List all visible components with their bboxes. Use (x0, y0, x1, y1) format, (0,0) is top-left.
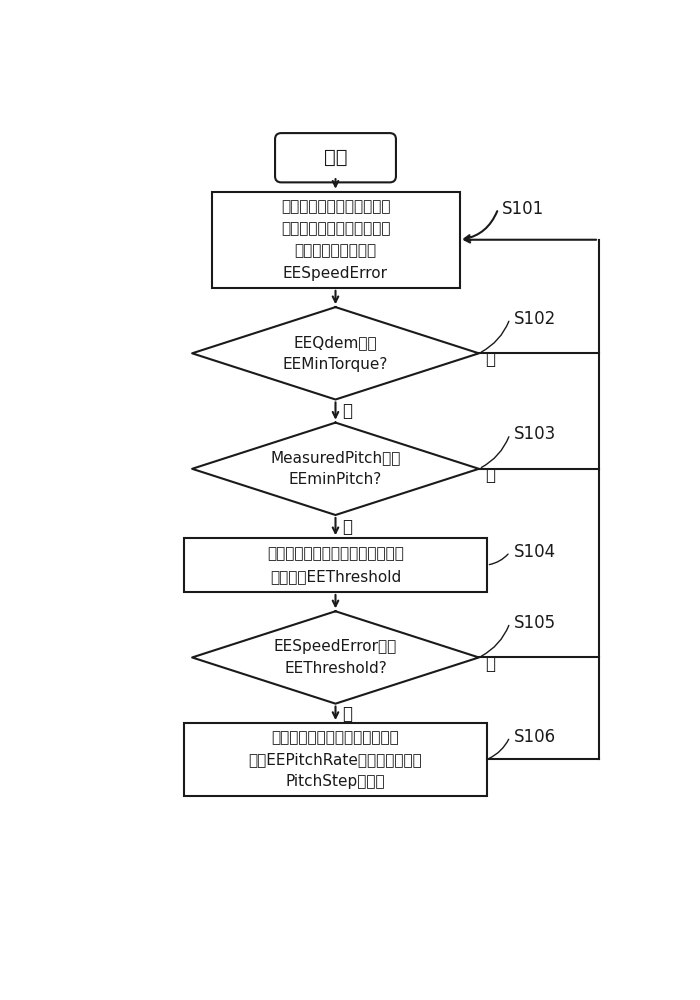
Text: S105: S105 (514, 614, 556, 632)
Text: S101: S101 (502, 200, 545, 218)
Text: MeasuredPitch大于
EEminPitch?: MeasuredPitch大于 EEminPitch? (270, 450, 400, 487)
Bar (211, 192, 459, 288)
Text: 开始: 开始 (323, 148, 347, 167)
Bar (184, 723, 486, 796)
Text: 是: 是 (342, 402, 351, 420)
Text: 是: 是 (342, 518, 351, 536)
Polygon shape (192, 611, 479, 704)
Text: 在原始桨距角给定值上额外叠加
预讽EEPitchRate与转矩控制步长
PitchStep的乘积: 在原始桨距角给定值上额外叠加 预讽EEPitchRate与转矩控制步长 Pitc… (248, 730, 422, 789)
Polygon shape (192, 423, 479, 515)
Text: 是: 是 (342, 705, 351, 723)
Text: EEQdem大于
EEMinTorque?: EEQdem大于 EEMinTorque? (283, 335, 388, 372)
Text: S102: S102 (514, 310, 556, 328)
Text: S104: S104 (514, 543, 556, 561)
FancyBboxPatch shape (275, 133, 396, 182)
Text: 否: 否 (485, 350, 495, 368)
Text: S103: S103 (514, 425, 556, 443)
Text: S106: S106 (514, 728, 556, 746)
Text: 否: 否 (485, 466, 495, 484)
Polygon shape (192, 307, 479, 400)
Bar (184, 538, 486, 592)
Text: EESpeedError大于
EEThreshold?: EESpeedError大于 EEThreshold? (274, 639, 397, 676)
Text: 监测发电机测量转速，根据
当前转速设定点，计算动态
推力削减转速参考值
EESpeedError: 监测发电机测量转速，根据 当前转速设定点，计算动态 推力削减转速参考值 EESp… (281, 199, 391, 281)
Text: 否: 否 (485, 655, 495, 673)
Text: 计算当前时刻的动态推力削减转速
参考阈値EEThreshold: 计算当前时刻的动态推力削减转速 参考阈値EEThreshold (267, 546, 404, 584)
